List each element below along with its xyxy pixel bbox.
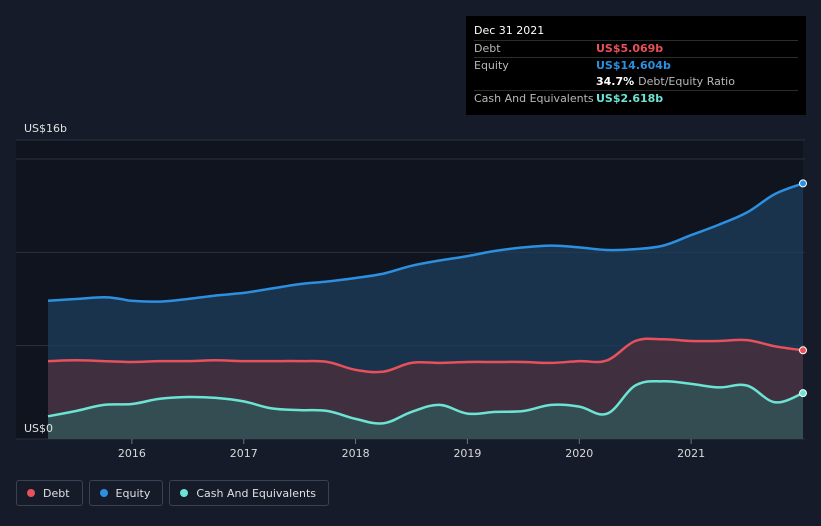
tooltip-ratio-row: 34.7% Debt/Equity Ratio: [474, 74, 798, 90]
x-tick-label-2016: 2016: [118, 447, 146, 460]
data-tooltip: Dec 31 2021 Debt US$5.069b Equity US$14.…: [466, 16, 806, 115]
cash-dot-icon: [180, 489, 189, 497]
debt-end-point: [799, 346, 807, 355]
debt-line: [47, 337, 804, 374]
x-tick-label-2021: 2021: [677, 447, 705, 460]
x-tick-label-2017: 2017: [230, 447, 258, 460]
x-tick-label-2019: 2019: [453, 447, 481, 460]
equity-line: [47, 182, 804, 303]
x-tick-label-2018: 2018: [342, 447, 370, 460]
tooltip-date: Dec 31 2021: [474, 24, 545, 37]
y-axis-max-label: US$16b: [24, 122, 68, 135]
tooltip-cash-row: Cash And Equivalents US$2.618b: [474, 90, 798, 107]
tooltip-debt-row: Debt US$5.069b: [474, 40, 798, 57]
tooltip-debt-label: Debt: [474, 42, 501, 55]
cash-end-point: [799, 389, 807, 398]
cash-line: [47, 380, 804, 425]
legend-item-cash[interactable]: Cash And Equivalents: [169, 480, 329, 506]
tooltip-ratio-label: Debt/Equity Ratio: [638, 75, 735, 88]
tooltip-equity-label: Equity: [474, 59, 509, 72]
legend-label-equity: Equity: [115, 486, 151, 500]
legend-item-debt[interactable]: Debt: [16, 480, 83, 506]
tooltip-equity-value: US$14.604b: [596, 59, 671, 72]
legend-label-cash: Cash And Equivalents: [196, 486, 316, 500]
y-axis-min-label: US$0: [24, 422, 54, 435]
legend-item-equity[interactable]: Equity: [88, 480, 164, 506]
equity-end-point: [799, 179, 807, 188]
debt-dot-icon: [27, 489, 35, 497]
tooltip-cash-value: US$2.618b: [596, 92, 664, 105]
tooltip-cash-label: Cash And Equivalents: [474, 92, 594, 105]
tooltip-equity-row: Equity US$14.604b: [474, 57, 798, 74]
tooltip-debt-value: US$5.069b: [596, 42, 664, 55]
chart-legend: Debt Equity Cash And Equivalents: [16, 480, 329, 506]
tooltip-ratio-value: 34.7%: [596, 75, 635, 88]
equity-dot-icon: [99, 489, 108, 497]
cash-area: [48, 381, 803, 439]
legend-label-debt: Debt: [43, 486, 70, 500]
x-tick-label-2020: 2020: [565, 447, 593, 460]
